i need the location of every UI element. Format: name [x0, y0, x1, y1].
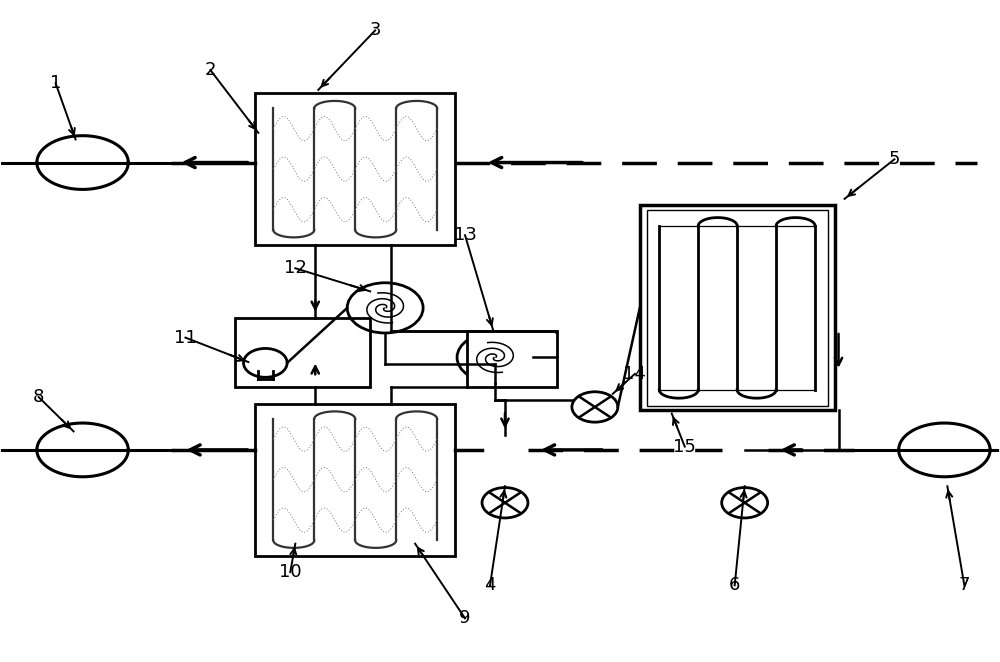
- Text: 8: 8: [33, 388, 44, 406]
- Circle shape: [572, 392, 618, 422]
- Bar: [255, 93, 455, 245]
- Text: 15: 15: [673, 438, 696, 455]
- Text: 5: 5: [889, 150, 900, 168]
- Text: 4: 4: [484, 577, 496, 594]
- Text: 6: 6: [729, 577, 740, 594]
- Text: 7: 7: [959, 577, 970, 594]
- Text: 14: 14: [623, 365, 646, 383]
- Text: 1: 1: [50, 74, 61, 92]
- Text: 9: 9: [459, 609, 471, 628]
- Bar: [255, 404, 455, 555]
- Text: 13: 13: [454, 226, 476, 244]
- Bar: [640, 205, 835, 410]
- Circle shape: [244, 348, 287, 377]
- Text: 2: 2: [205, 61, 216, 79]
- Text: 12: 12: [284, 260, 307, 277]
- Bar: [647, 210, 828, 406]
- Circle shape: [457, 332, 533, 383]
- Text: 10: 10: [279, 563, 302, 581]
- Text: 3: 3: [369, 21, 381, 40]
- Bar: [235, 318, 370, 387]
- Circle shape: [482, 488, 528, 518]
- Circle shape: [722, 488, 768, 518]
- Text: 11: 11: [174, 328, 197, 347]
- Bar: [467, 331, 557, 387]
- Circle shape: [347, 283, 423, 333]
